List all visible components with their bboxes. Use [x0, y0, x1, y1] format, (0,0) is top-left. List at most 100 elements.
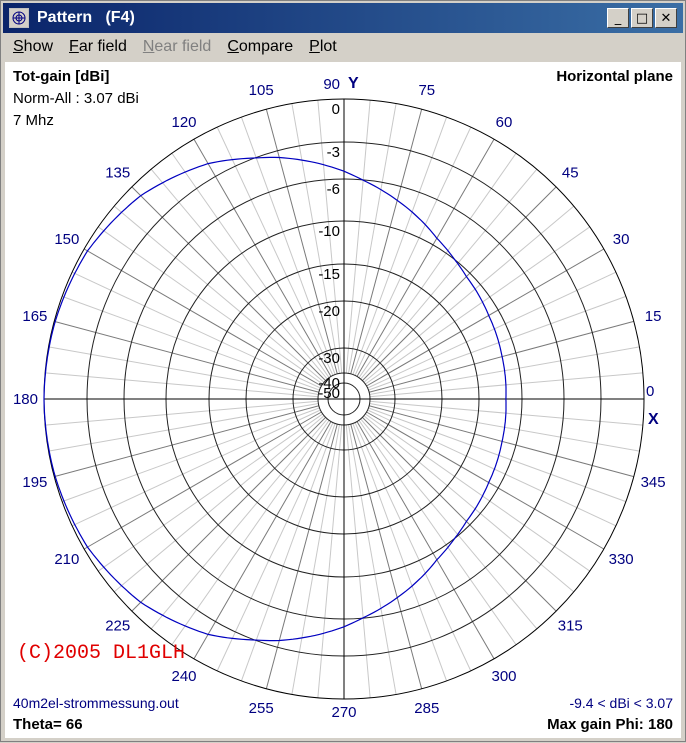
grid-spoke	[317, 424, 343, 698]
range-label: -9.4 < dBi < 3.07	[569, 695, 673, 711]
angle-label: 60	[496, 114, 513, 131]
major-spoke	[54, 405, 320, 478]
major-spoke	[54, 320, 320, 393]
grid-spoke	[216, 422, 334, 672]
ring-label: -30	[318, 350, 340, 367]
grid-spoke	[240, 423, 336, 682]
angle-label: 180	[13, 391, 38, 408]
major-spoke	[193, 421, 332, 660]
menu-show[interactable]: Show	[13, 38, 54, 55]
grid-spoke	[368, 295, 627, 391]
grid-spoke	[352, 423, 448, 682]
menu-plot[interactable]: Plot	[309, 38, 337, 55]
copyright-label: (C)2005 DL1GLH	[17, 642, 186, 665]
polar-plot: 0 -3 -6 -10 -15 -20 -30 -40-50 0 15 30 45 60 75 90 105 1…	[13, 75, 666, 721]
plot-canvas[interactable]: 0 -3 -6 -10 -15 -20 -30 -40 -50 0 15 30 45 60 75 90 105 1…	[5, 62, 681, 738]
major-spoke	[131, 417, 326, 612]
grid-spoke	[363, 205, 575, 383]
ring-label: -40	[318, 375, 340, 392]
grid-spoke	[61, 407, 320, 503]
angle-label: 240	[171, 668, 196, 685]
grid-spoke	[150, 418, 328, 630]
angle-label: 300	[491, 668, 516, 685]
ring-label: -3	[327, 144, 340, 161]
grid-spoke	[358, 152, 517, 378]
quantity-label: Tot-gain [dBi]	[13, 68, 110, 85]
angle-label: 75	[418, 82, 435, 99]
grid-spoke	[317, 100, 343, 374]
ring-label: -6	[327, 181, 340, 198]
menu-compare[interactable]: Compare	[227, 38, 294, 55]
app-icon[interactable]	[9, 8, 29, 28]
max-gain-label: Max gain Phi: 180	[547, 716, 673, 733]
menu-near-field[interactable]: Near field	[142, 38, 212, 55]
angle-label: 30	[613, 231, 630, 248]
grid-spoke	[171, 420, 330, 646]
angle-label: 330	[609, 551, 634, 568]
grid-spoke	[97, 413, 323, 572]
menu-far-field[interactable]: Far field	[69, 38, 127, 55]
angle-label: 165	[22, 308, 47, 325]
angle-label: 270	[331, 704, 356, 721]
grid-spoke	[348, 424, 397, 695]
grid-spoke	[150, 168, 328, 380]
grid-spoke	[368, 407, 627, 503]
major-spoke	[356, 138, 495, 377]
angle-label: 105	[249, 82, 274, 99]
angle-label: 225	[105, 617, 130, 634]
pattern-trace	[43, 156, 507, 642]
grid-spoke	[354, 126, 472, 376]
plane-label: Horizontal plane	[556, 68, 673, 85]
theta-label: Theta= 66	[13, 716, 83, 733]
grid-spoke	[360, 418, 538, 630]
title-bar[interactable]: Pattern (F4) _ □ ✕	[3, 3, 683, 33]
grid-spoke	[113, 415, 325, 593]
grid-spoke	[348, 103, 397, 374]
major-spoke	[193, 138, 332, 377]
grid-spoke	[171, 152, 330, 378]
grid-spoke	[291, 424, 340, 695]
ring-label: -15	[318, 266, 340, 283]
major-spoke	[362, 417, 557, 612]
major-spoke	[131, 186, 326, 381]
grid-spoke	[45, 372, 319, 398]
major-spoke	[265, 423, 338, 689]
filename-label: 40m2el-strommessung.out	[13, 695, 179, 711]
grid-spoke	[71, 271, 321, 389]
ring-label: 0	[332, 101, 340, 118]
grid-spoke	[363, 415, 575, 593]
ring-label: -10	[318, 223, 340, 240]
x-axis-label: X	[648, 411, 659, 428]
major-spoke	[366, 411, 605, 550]
major-spoke	[83, 248, 322, 387]
major-spoke	[368, 320, 634, 393]
close-button[interactable]: ✕	[655, 8, 677, 28]
menu-bar: Show Far field Near field Compare Plot	[3, 35, 683, 59]
grid-spoke	[61, 295, 320, 391]
angle-label: 345	[641, 474, 666, 491]
y-axis-label: Y	[348, 75, 359, 92]
angle-label: 15	[645, 308, 662, 325]
grid-spoke	[360, 168, 538, 380]
window-title: Pattern (F4)	[37, 9, 135, 26]
major-spoke	[356, 421, 495, 660]
angle-label: 45	[562, 165, 579, 182]
angle-label: 120	[171, 114, 196, 131]
grid-spoke	[216, 126, 334, 376]
major-spoke	[366, 248, 605, 387]
maximize-button[interactable]: □	[631, 8, 653, 28]
major-spoke	[368, 405, 634, 478]
major-spoke	[362, 186, 557, 381]
angle-label: 285	[414, 700, 439, 717]
angle-label: 0	[646, 383, 654, 400]
grid-spoke	[48, 346, 319, 395]
grid-spoke	[45, 400, 319, 426]
grid-spoke	[48, 403, 319, 452]
ring-label: -20	[318, 303, 340, 320]
norm-label: Norm-All : 3.07 dBi	[13, 90, 139, 107]
grid-spoke	[113, 205, 325, 383]
major-spoke	[350, 109, 423, 375]
major-spoke	[83, 411, 322, 550]
minimize-button[interactable]: _	[607, 8, 629, 28]
angle-label: 210	[54, 551, 79, 568]
